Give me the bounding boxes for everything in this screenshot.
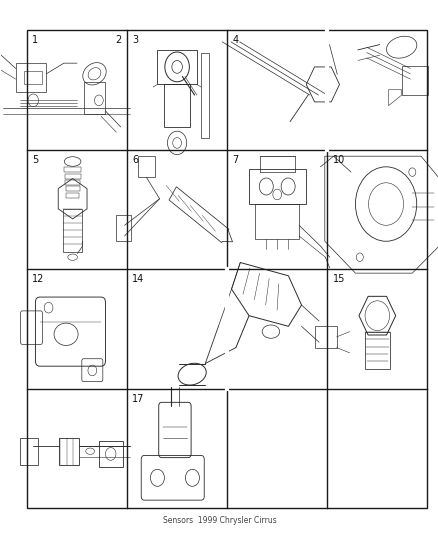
Bar — [401, 66, 427, 95]
Text: 7: 7 — [232, 155, 238, 165]
Bar — [138, 156, 155, 177]
Bar — [64, 167, 81, 172]
Bar — [65, 180, 80, 185]
Text: 17: 17 — [132, 394, 145, 404]
Text: 3: 3 — [132, 35, 138, 45]
Text: 10: 10 — [332, 155, 344, 165]
Bar — [201, 53, 208, 138]
Bar — [83, 82, 105, 114]
Bar — [64, 174, 80, 179]
Bar — [65, 187, 79, 191]
Bar — [255, 204, 298, 239]
Text: Sensors  1999 Chrysler Cirrus: Sensors 1999 Chrysler Cirrus — [162, 516, 276, 525]
Bar — [116, 215, 131, 241]
Text: 14: 14 — [132, 274, 144, 285]
Text: 6: 6 — [132, 155, 138, 165]
Bar — [66, 193, 79, 198]
Bar — [314, 326, 336, 348]
Text: 4: 4 — [232, 35, 238, 45]
Bar — [99, 441, 123, 467]
Bar — [364, 332, 389, 369]
Bar — [248, 169, 305, 204]
Bar — [164, 84, 190, 127]
Bar — [27, 30, 426, 508]
Bar — [16, 63, 46, 92]
Text: 1: 1 — [32, 35, 38, 45]
Text: 12: 12 — [32, 274, 45, 285]
Bar — [157, 50, 196, 84]
Text: 15: 15 — [332, 274, 344, 285]
Bar — [63, 209, 82, 252]
Text: 5: 5 — [32, 155, 39, 165]
Bar — [25, 71, 42, 84]
Bar — [60, 438, 79, 465]
Text: 2: 2 — [115, 35, 121, 45]
Bar — [20, 438, 38, 465]
